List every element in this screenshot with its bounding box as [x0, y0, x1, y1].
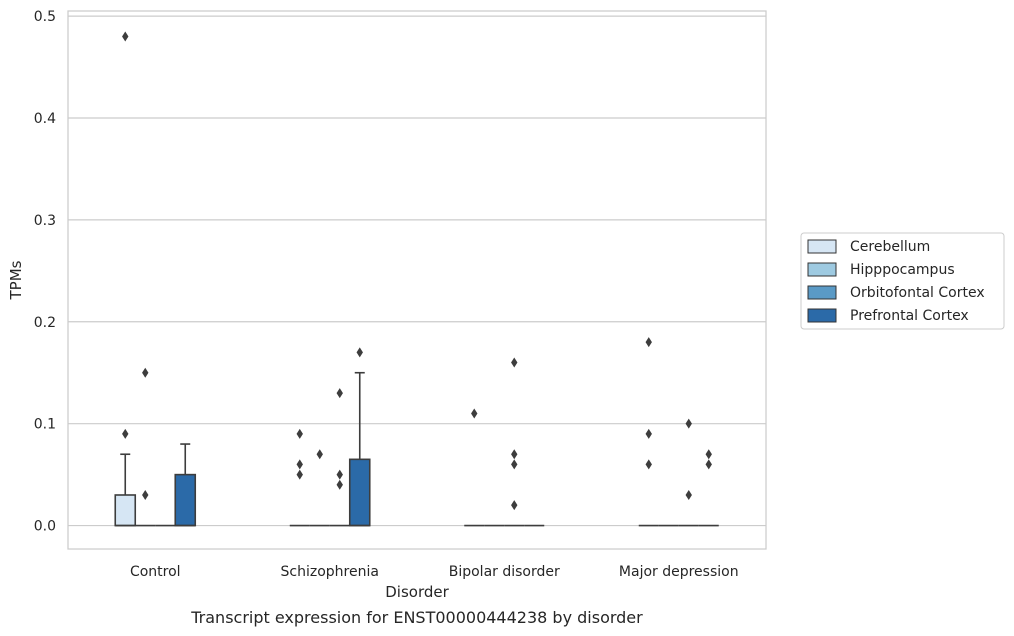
- legend-swatch: [807, 239, 837, 254]
- y-axis-label: TPMs: [7, 260, 25, 300]
- chart-caption: Transcript expression for ENST0000044423…: [190, 608, 643, 627]
- outlier-point: [511, 449, 518, 460]
- outlier-point: [296, 428, 303, 439]
- legend-frame: [800, 232, 1005, 330]
- iqr-box: [174, 473, 197, 527]
- y-tick-label: 0.0: [34, 519, 56, 535]
- outlier-point: [316, 449, 323, 460]
- y-tick-label: 0.2: [34, 315, 56, 331]
- outlier-point: [336, 469, 343, 480]
- plot-frame: [67, 10, 767, 550]
- outlier-point: [471, 408, 478, 419]
- outlier-point: [705, 459, 712, 470]
- outliers-layer: [122, 31, 712, 511]
- legend-swatch: [807, 308, 837, 323]
- y-axis-ticks: 0.0 0.1 0.2 0.3 0.4 0.5: [34, 9, 56, 534]
- outlier-point: [511, 357, 518, 368]
- outlier-point: [122, 428, 129, 439]
- x-axis-label: Disorder: [385, 583, 449, 601]
- outlier-point: [122, 31, 129, 42]
- outlier-point: [296, 469, 303, 480]
- legend: Cerebellum Hipppocampus Orbitofontal Corte…: [800, 232, 1005, 330]
- legend-label: Prefrontal Cortex: [850, 308, 969, 324]
- outlier-point: [705, 449, 712, 460]
- outlier-point: [511, 459, 518, 470]
- outlier-point: [645, 428, 652, 439]
- legend-swatch: [807, 262, 837, 277]
- y-tick-label: 0.4: [34, 111, 56, 127]
- box-cerebellum: [114, 453, 137, 527]
- x-axis-ticks: Control Schizophrenia Bipolar disorder Majo…: [130, 564, 739, 580]
- boxes-layer: [114, 371, 719, 527]
- y-tick-label: 0.5: [34, 9, 56, 25]
- outlier-point: [645, 337, 652, 348]
- box-prefrontal-cortex: [174, 443, 197, 527]
- outlier-point: [336, 388, 343, 399]
- x-tick-label: Bipolar disorder: [449, 564, 560, 580]
- outlier-point: [685, 489, 692, 500]
- legend-label: Orbitofontal Cortex: [850, 285, 985, 301]
- outlier-point: [142, 489, 149, 500]
- outlier-point: [685, 418, 692, 429]
- x-tick-label: Major depression: [619, 564, 739, 580]
- legend-label: Cerebellum: [850, 239, 930, 255]
- x-tick-label: Schizophrenia: [281, 564, 379, 580]
- y-tick-label: 0.3: [34, 213, 56, 229]
- outlier-point: [645, 459, 652, 470]
- legend-label: Hipppocampus: [850, 262, 955, 278]
- outlier-point: [511, 500, 518, 511]
- legend-swatch: [807, 285, 837, 300]
- iqr-box: [114, 494, 137, 527]
- iqr-box: [348, 458, 371, 527]
- y-tick-label: 0.1: [34, 417, 56, 433]
- x-tick-label: Control: [130, 564, 181, 580]
- box-prefrontal-cortex: [348, 371, 371, 527]
- outlier-point: [356, 347, 363, 358]
- outlier-point: [296, 459, 303, 470]
- outlier-point: [142, 367, 149, 378]
- outlier-point: [336, 479, 343, 490]
